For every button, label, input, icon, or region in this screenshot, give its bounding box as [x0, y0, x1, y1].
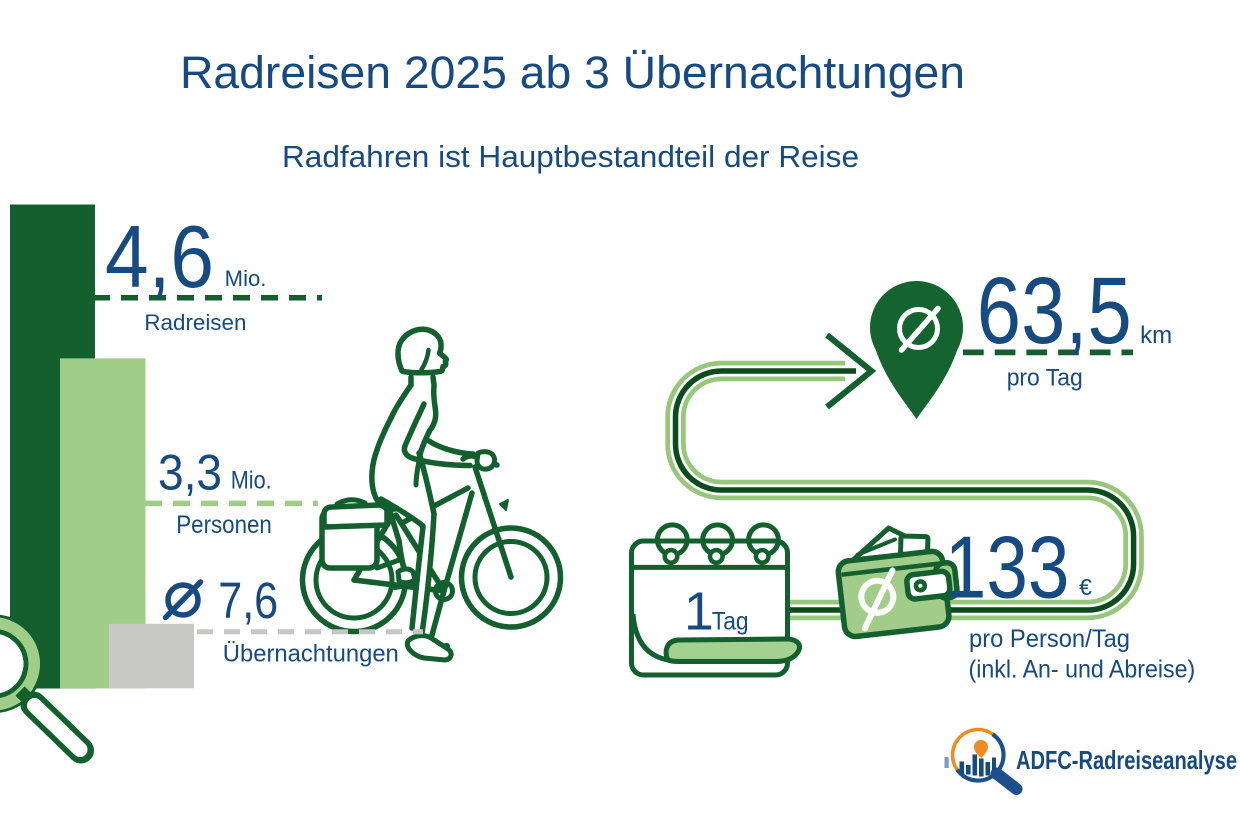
svg-text:Mio.: Mio.	[225, 266, 267, 291]
svg-text:ADFC-Radreiseanalyse: ADFC-Radreiseanalyse	[1016, 745, 1237, 775]
svg-text:Personen: Personen	[176, 511, 271, 539]
svg-text:3,3: 3,3	[158, 445, 222, 501]
svg-text:pro Person/Tag: pro Person/Tag	[969, 625, 1130, 653]
svg-text:Tag: Tag	[712, 607, 749, 635]
svg-text:km: km	[1140, 322, 1172, 349]
svg-text:(inkl. An- und Abreise): (inkl. An- und Abreise)	[969, 655, 1196, 683]
svg-text:pro Tag: pro Tag	[1007, 365, 1083, 392]
svg-text:Radreisen 2025 ab 3 Übernachtu: Radreisen 2025 ab 3 Übernachtungen	[180, 47, 965, 98]
svg-text:€: €	[1079, 574, 1092, 600]
svg-text:4,6: 4,6	[105, 207, 214, 306]
svg-text:1: 1	[684, 582, 714, 641]
svg-text:63,5: 63,5	[977, 258, 1132, 364]
svg-text:7,6: 7,6	[218, 572, 278, 629]
svg-text:Radfahren ist Hauptbestandteil: Radfahren ist Hauptbestandteil der Reise	[282, 140, 859, 174]
svg-text:Übernachtungen: Übernachtungen	[223, 641, 399, 668]
svg-text:Radreisen: Radreisen	[144, 310, 246, 335]
svg-text:133: 133	[945, 517, 1070, 616]
svg-text:Mio.: Mio.	[231, 466, 272, 494]
